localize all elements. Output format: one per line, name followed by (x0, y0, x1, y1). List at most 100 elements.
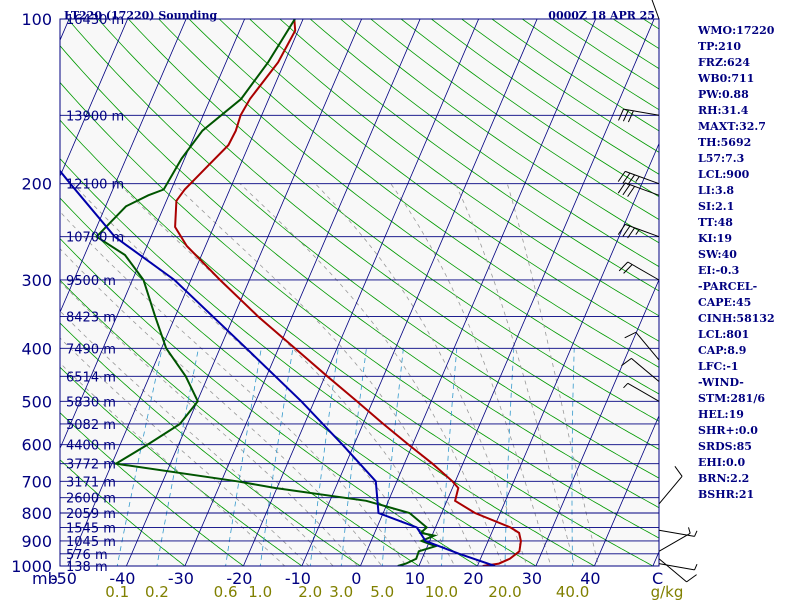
dry-adiabat (60, 119, 654, 566)
temperature-tick-label: -30 (168, 569, 194, 588)
height-label: 3171 m (66, 475, 116, 490)
index-entry: CAP:8.9 (698, 344, 746, 357)
index-entry: TH:5692 (698, 136, 751, 149)
wind-barb (618, 108, 660, 123)
index-entry: SW:40 (698, 248, 737, 261)
temperature-tick-label: 30 (522, 569, 542, 588)
index-entry: CAPE:45 (698, 296, 751, 309)
isotherm (301, 19, 538, 566)
mixing-ratio-label: 40.0 (556, 583, 589, 600)
wind-barb (621, 357, 660, 382)
isotherm (0, 7, 16, 578)
dewpoint-line (95, 19, 439, 566)
height-label: 5082 m (66, 418, 116, 433)
dry-adiabat (249, 19, 659, 317)
temperature-tick-label: -10 (285, 569, 311, 588)
moist-adiabat (60, 248, 383, 566)
height-label: 16430 m (66, 13, 124, 28)
pressure-tick-label: 100 (21, 10, 52, 29)
index-entry: CINH:58132 (698, 312, 775, 325)
moist-adiabat (60, 362, 286, 566)
temperature-line (174, 19, 522, 566)
index-entry: SHR+:0.0 (698, 424, 758, 437)
wind-barb (623, 382, 660, 402)
index-entry: EHI:0.0 (698, 456, 745, 469)
moist-adiabat (60, 280, 358, 566)
index-entry: TT:48 (698, 216, 733, 229)
height-label: 1545 m (66, 521, 116, 536)
index-entry: TP:210 (698, 40, 741, 53)
index-entry: FRZ:624 (698, 56, 750, 69)
isotherm (60, 19, 246, 450)
mixing-ratio-label: 5.0 (370, 583, 394, 600)
mixing-ratio-label: g/kg (651, 583, 684, 600)
wind-barbs (617, 0, 698, 583)
dry-adiabat (309, 19, 659, 268)
isotherm (125, 19, 363, 566)
index-entry: LI:3.8 (698, 184, 734, 197)
height-label: 8423 m (66, 311, 116, 326)
index-entry: STM:281/6 (698, 392, 765, 405)
mixing-ratio-label: 0.6 (214, 583, 238, 600)
temperature-tick-label: 20 (463, 569, 483, 588)
index-entry: LCL:801 (698, 328, 749, 341)
pressure-tick-label: 500 (21, 392, 52, 411)
height-label: 4400 m (66, 439, 116, 454)
wind-barb (617, 223, 660, 239)
index-entry: LCL:900 (698, 168, 750, 181)
mixing-ratio-label: 0.2 (145, 583, 169, 600)
plot-background (60, 19, 659, 566)
index-entry: LFC:-1 (698, 360, 739, 373)
height-label: 7490 m (66, 342, 116, 357)
valid-time: 0000Z 18 APR 25 (548, 9, 655, 22)
dry-adiabat (60, 45, 659, 509)
mixing-ratio-line (259, 348, 294, 566)
mixing-ratio-line (225, 348, 262, 566)
sounding-profiles (60, 19, 522, 566)
mixing-ratio-label: 1.0 (248, 583, 272, 600)
isotherm (184, 19, 421, 566)
index-entry: SI:2.1 (698, 200, 734, 213)
isotherm (476, 142, 659, 566)
dry-adiabat (60, 459, 186, 566)
height-label: 576 m (66, 548, 108, 563)
pressure-tick-label: 800 (21, 504, 52, 523)
moist-adiabat (315, 183, 528, 566)
mixing-ratio-label: 0.1 (105, 583, 129, 600)
pressure-tick-label: 300 (21, 271, 52, 290)
index-entry: -PARCEL- (698, 280, 757, 293)
index-entry: PW:0.88 (698, 88, 749, 101)
wind-barb (658, 563, 698, 571)
parcel-line (60, 169, 496, 566)
mixing-ratio-line (309, 348, 339, 566)
index-entry: WB0:711 (697, 72, 754, 85)
dry-adiabat (60, 279, 420, 566)
station-title: LT220 (17220) Sounding (64, 9, 217, 22)
moist-adiabat (390, 183, 552, 566)
mixing-ratio-line (156, 348, 199, 566)
index-entry: -WIND- (698, 376, 744, 389)
wind-barb (658, 558, 697, 583)
moist-adiabat (118, 183, 456, 566)
wind-barb (618, 261, 660, 281)
moist-adiabat (506, 183, 599, 566)
isotherm (242, 19, 480, 566)
height-label: 2059 m (66, 507, 116, 522)
pressure-tick-label: 900 (21, 532, 52, 551)
pressure-unit-label: mb (32, 569, 58, 588)
wind-barb (651, 0, 660, 20)
dry-adiabat (67, 19, 659, 479)
wind-barb (624, 331, 660, 361)
dry-adiabat (97, 19, 659, 450)
moist-adiabat (60, 211, 407, 566)
pressure-tick-label: 700 (21, 472, 52, 491)
dry-adiabat (279, 19, 659, 292)
isotherm (359, 19, 597, 566)
temperature-tick-label: -20 (226, 569, 252, 588)
index-entry: L57:7.3 (698, 152, 744, 165)
dry-adiabat (60, 158, 596, 566)
height-label: 6514 m (66, 370, 116, 385)
wind-barb (658, 529, 698, 537)
temperature-tick-label: 40 (580, 569, 600, 588)
